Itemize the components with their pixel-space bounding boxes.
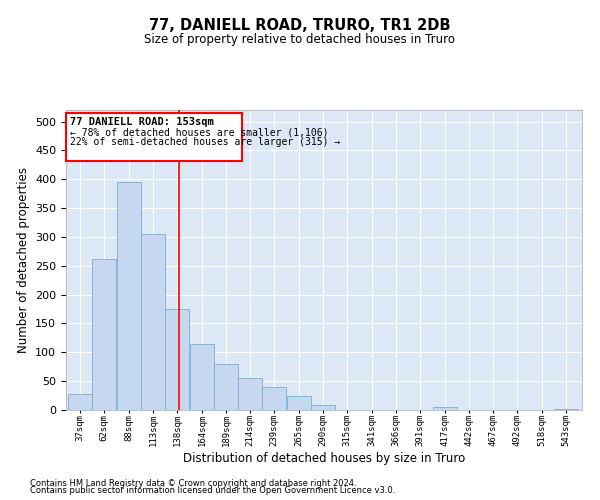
Y-axis label: Number of detached properties: Number of detached properties <box>17 167 29 353</box>
Bar <box>311 406 335 410</box>
Bar <box>68 394 92 410</box>
Text: Contains HM Land Registry data © Crown copyright and database right 2024.: Contains HM Land Registry data © Crown c… <box>30 478 356 488</box>
Bar <box>433 407 457 410</box>
Text: 77 DANIELL ROAD: 153sqm: 77 DANIELL ROAD: 153sqm <box>70 118 214 128</box>
Bar <box>141 234 165 410</box>
Bar <box>287 396 311 410</box>
Bar <box>262 387 286 410</box>
Text: Contains public sector information licensed under the Open Government Licence v3: Contains public sector information licen… <box>30 486 395 495</box>
Bar <box>190 344 214 410</box>
Bar <box>66 113 242 161</box>
Text: Size of property relative to detached houses in Truro: Size of property relative to detached ho… <box>145 32 455 46</box>
Text: 77, DANIELL ROAD, TRURO, TR1 2DB: 77, DANIELL ROAD, TRURO, TR1 2DB <box>149 18 451 32</box>
Bar <box>92 259 116 410</box>
Bar <box>214 364 238 410</box>
Bar <box>554 409 578 410</box>
Text: 22% of semi-detached houses are larger (315) →: 22% of semi-detached houses are larger (… <box>70 137 340 147</box>
Text: ← 78% of detached houses are smaller (1,106): ← 78% of detached houses are smaller (1,… <box>70 128 328 138</box>
X-axis label: Distribution of detached houses by size in Truro: Distribution of detached houses by size … <box>183 452 465 465</box>
Bar <box>117 182 141 410</box>
Bar <box>165 309 189 410</box>
Bar <box>238 378 262 410</box>
